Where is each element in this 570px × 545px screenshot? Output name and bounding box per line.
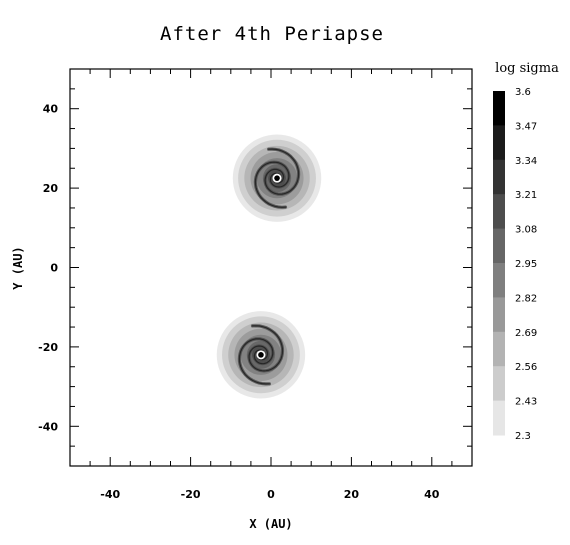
colorbar-tick-label: 2.69 — [515, 328, 537, 339]
colorbar-segment — [493, 91, 505, 126]
colorbar-tick-label: 3.6 — [515, 87, 531, 98]
y-axis-label: Y (AU) — [11, 246, 25, 289]
x-tick-label: 0 — [267, 488, 275, 501]
colorbar-segment — [493, 263, 505, 298]
colorbar-segment — [493, 400, 505, 436]
colorbar-tick-label: 3.21 — [515, 190, 537, 201]
colorbar-tick-label: 2.43 — [515, 397, 537, 408]
colorbar-segment — [493, 297, 505, 333]
core — [258, 352, 264, 358]
y-tick-label: 0 — [50, 262, 58, 275]
colorbar-segment — [493, 228, 505, 264]
colorbar: 3.6 3.47 3.34 3.21 3.08 2.95 2.82 2.69 2.56 2.43 2… — [493, 87, 537, 442]
colorbar-tick-label: 2.56 — [515, 362, 537, 373]
colorbar-tick-label: 3.34 — [515, 156, 537, 167]
x-tick-label: -20 — [181, 488, 201, 501]
spiral-arm-core — [238, 338, 274, 385]
colorbar-segment — [493, 331, 505, 367]
axis-ticks: -40 -20 0 20 40 -40 -20 0 20 40 — [38, 68, 473, 501]
chart-title: After 4th Periapse — [160, 23, 384, 45]
colorbar-title: log sigma — [495, 61, 559, 76]
colorbar-segment — [493, 194, 505, 230]
x-tick-label: -40 — [100, 488, 120, 501]
spiral-arm-core — [254, 161, 290, 208]
y-tick-label: 20 — [43, 182, 59, 195]
colorbar-segment — [493, 125, 505, 161]
colorbar-tick-label: 2.82 — [515, 293, 537, 304]
density-map — [216, 134, 322, 399]
colorbar-tick-label: 2.3 — [515, 431, 531, 442]
x-tick-label: 40 — [424, 488, 440, 501]
core — [274, 175, 280, 181]
colorbar-tick-label: 3.08 — [515, 225, 537, 236]
spiral-arm-core — [248, 325, 284, 372]
x-tick-label: 20 — [344, 488, 360, 501]
spiral-disk — [232, 134, 322, 222]
y-tick-label: -40 — [38, 420, 58, 433]
x-axis-label: X (AU) — [249, 517, 292, 531]
spiral-arm-core — [264, 148, 300, 195]
y-tick-label: 40 — [43, 103, 59, 116]
colorbar-segment — [493, 159, 505, 195]
plot-frame — [69, 68, 473, 467]
spiral-disk — [216, 311, 306, 399]
colorbar-tick-label: 3.47 — [515, 121, 537, 132]
colorbar-segment — [493, 366, 505, 402]
y-tick-label: -20 — [38, 341, 58, 354]
colorbar-tick-label: 2.95 — [515, 259, 537, 270]
